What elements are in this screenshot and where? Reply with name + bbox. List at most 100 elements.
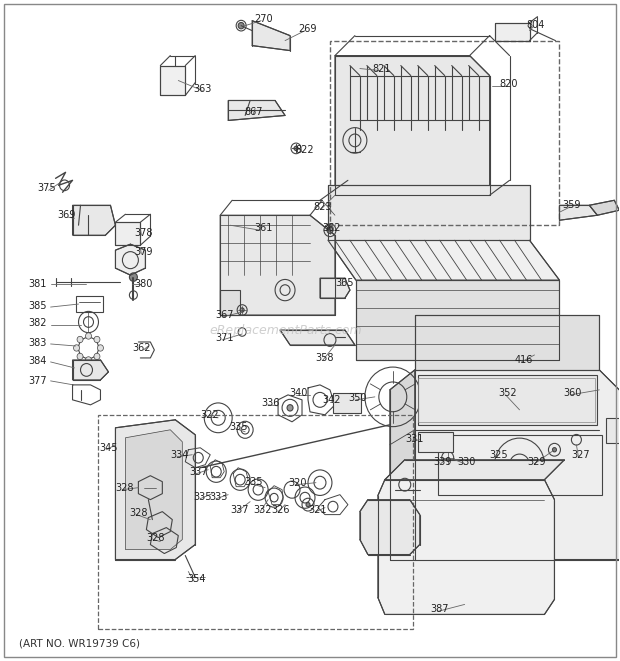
Polygon shape — [559, 206, 597, 220]
Text: 362: 362 — [132, 343, 151, 353]
Polygon shape — [356, 280, 559, 360]
Text: 335: 335 — [193, 492, 211, 502]
Text: 365: 365 — [335, 278, 354, 288]
Circle shape — [327, 227, 333, 233]
Circle shape — [77, 353, 83, 360]
FancyBboxPatch shape — [418, 432, 453, 451]
Polygon shape — [360, 500, 420, 555]
Text: 362: 362 — [322, 223, 341, 233]
Text: 320: 320 — [289, 478, 308, 488]
Circle shape — [552, 447, 556, 452]
Text: 821: 821 — [373, 63, 391, 73]
Polygon shape — [228, 100, 285, 120]
Polygon shape — [328, 185, 529, 240]
Polygon shape — [415, 315, 600, 370]
Circle shape — [77, 336, 83, 342]
Polygon shape — [220, 290, 240, 315]
Text: 330: 330 — [458, 457, 476, 467]
Text: 379: 379 — [134, 247, 153, 257]
Text: 867: 867 — [244, 108, 262, 118]
Text: 380: 380 — [134, 279, 153, 289]
Circle shape — [86, 357, 92, 363]
Polygon shape — [495, 22, 529, 40]
Text: 335: 335 — [244, 477, 262, 486]
Text: 269: 269 — [298, 24, 316, 34]
Text: 387: 387 — [430, 604, 449, 615]
Text: 378: 378 — [134, 228, 153, 238]
Text: 383: 383 — [29, 338, 46, 348]
Text: eReplacementParts.com: eReplacementParts.com — [209, 324, 361, 337]
Text: 354: 354 — [187, 574, 205, 584]
Text: 804: 804 — [526, 20, 545, 30]
Circle shape — [294, 146, 298, 151]
Text: 369: 369 — [58, 210, 76, 220]
Text: 367: 367 — [215, 310, 234, 320]
Text: 328: 328 — [129, 508, 148, 518]
Polygon shape — [335, 56, 490, 195]
Text: 336: 336 — [261, 398, 279, 408]
Text: 337: 337 — [189, 467, 208, 477]
Polygon shape — [161, 65, 185, 95]
Polygon shape — [220, 215, 335, 315]
Text: 339: 339 — [433, 457, 452, 467]
Text: 333: 333 — [209, 492, 228, 502]
Text: 352: 352 — [498, 388, 517, 398]
Text: 326: 326 — [271, 504, 290, 515]
Circle shape — [306, 502, 310, 507]
Polygon shape — [252, 20, 290, 51]
Text: 270: 270 — [254, 14, 272, 24]
Circle shape — [97, 345, 104, 351]
Text: 358: 358 — [316, 353, 334, 363]
Text: 375: 375 — [37, 183, 56, 193]
Text: 331: 331 — [405, 434, 424, 444]
Text: 329: 329 — [527, 457, 546, 467]
Text: 822: 822 — [296, 145, 314, 155]
Text: 384: 384 — [29, 356, 46, 366]
Text: 342: 342 — [322, 395, 341, 405]
Text: 363: 363 — [193, 83, 211, 93]
Text: 345: 345 — [99, 443, 118, 453]
Text: 382: 382 — [29, 318, 47, 328]
Text: 823: 823 — [314, 202, 332, 212]
Text: 359: 359 — [562, 200, 581, 210]
Circle shape — [86, 332, 92, 339]
Text: 820: 820 — [499, 79, 518, 89]
FancyBboxPatch shape — [606, 418, 620, 443]
Text: 377: 377 — [29, 376, 47, 386]
Circle shape — [94, 336, 100, 342]
Circle shape — [74, 345, 79, 351]
Polygon shape — [280, 330, 355, 345]
Text: 340: 340 — [289, 388, 308, 398]
Polygon shape — [390, 370, 415, 559]
Polygon shape — [73, 360, 108, 380]
Text: 361: 361 — [254, 223, 272, 233]
Text: 332: 332 — [253, 504, 272, 515]
Polygon shape — [415, 370, 620, 559]
Circle shape — [240, 308, 244, 312]
Polygon shape — [115, 244, 145, 275]
Polygon shape — [320, 278, 350, 298]
Polygon shape — [590, 200, 619, 215]
Text: 328: 328 — [115, 483, 134, 492]
Text: 321: 321 — [309, 504, 327, 515]
Polygon shape — [378, 480, 554, 615]
Polygon shape — [125, 430, 182, 549]
Text: 385: 385 — [29, 301, 47, 311]
Polygon shape — [385, 460, 564, 480]
Text: 381: 381 — [29, 279, 46, 289]
Text: 371: 371 — [215, 333, 234, 343]
Circle shape — [238, 22, 244, 29]
Circle shape — [130, 273, 138, 282]
Text: 416: 416 — [515, 355, 533, 365]
Polygon shape — [115, 420, 195, 559]
FancyBboxPatch shape — [333, 393, 361, 413]
Text: 327: 327 — [571, 449, 590, 460]
Polygon shape — [328, 240, 559, 280]
FancyBboxPatch shape — [418, 375, 597, 425]
Text: 360: 360 — [563, 388, 582, 398]
Text: 350: 350 — [348, 393, 367, 403]
Text: 334: 334 — [170, 449, 188, 460]
Circle shape — [94, 353, 100, 360]
Text: 328: 328 — [146, 533, 164, 543]
Text: (ART NO. WR19739 C6): (ART NO. WR19739 C6) — [19, 639, 140, 648]
